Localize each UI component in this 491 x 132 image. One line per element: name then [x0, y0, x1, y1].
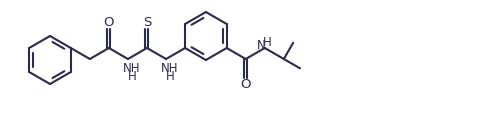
Text: H: H — [262, 36, 271, 48]
Text: N: N — [256, 39, 265, 51]
Text: S: S — [143, 16, 151, 29]
Text: O: O — [104, 16, 114, 29]
Text: H: H — [165, 70, 174, 82]
Text: NH: NH — [162, 62, 179, 74]
Text: O: O — [241, 78, 251, 91]
Text: NH: NH — [123, 62, 141, 74]
Text: H: H — [128, 70, 136, 82]
